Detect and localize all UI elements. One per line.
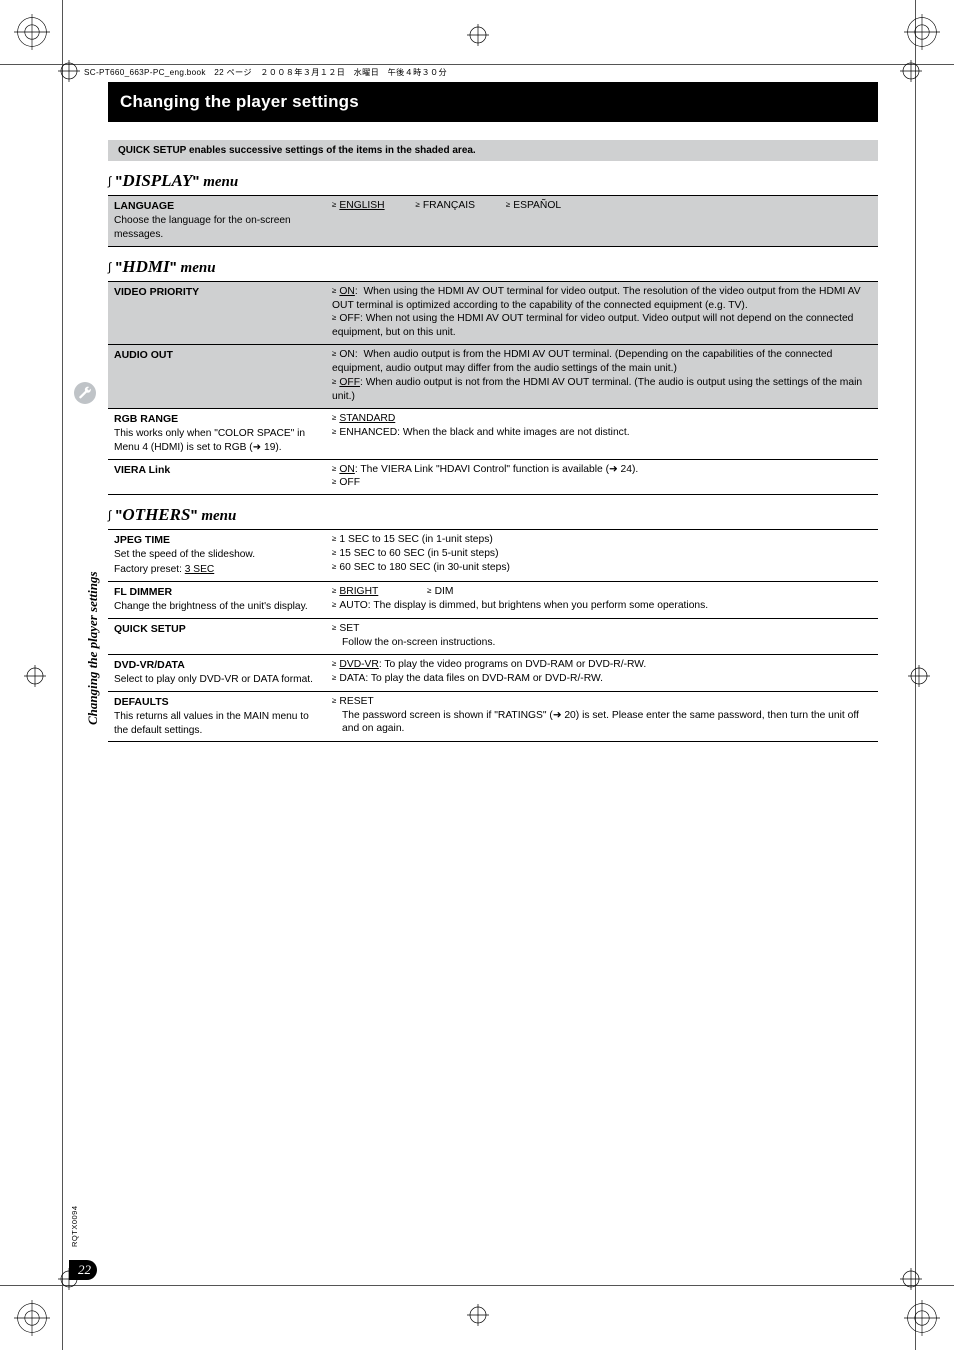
option: 60 SEC to 180 SEC (in 30-unit steps) (339, 562, 510, 573)
table-row: LANGUAGE Choose the language for the on-… (108, 196, 878, 247)
note: Follow the on-screen instructions. (332, 636, 872, 650)
option: 1 SEC to 15 SEC (in 1-unit steps) (339, 534, 492, 545)
table-row: DEFAULTS This returns all values in the … (108, 691, 878, 742)
others-menu-table: JPEG TIME Set the speed of the slideshow… (108, 529, 878, 742)
cross-mark (467, 1304, 489, 1326)
off-text: When not using the HDMI AV OUT terminal … (332, 313, 853, 338)
option-english: ENGLISH (339, 200, 384, 211)
row-desc: Set the speed of the slideshow. (114, 548, 320, 562)
table-row: VIDEO PRIORITY ≥ON: When using the HDMI … (108, 281, 878, 345)
off-label: OFF (339, 477, 360, 488)
header-filename-text: SC-PT660_663P-PC_eng.book 22 ページ ２００８年３月… (84, 68, 447, 77)
hdmi-menu-table: VIDEO PRIORITY ≥ON: When using the HDMI … (108, 281, 878, 496)
row-title: VIERA Link (114, 463, 320, 477)
option-dvdvr: DVD-VR (339, 659, 378, 670)
row-desc: Select to play only DVD-VR or DATA forma… (114, 673, 320, 687)
header-filename: SC-PT660_663P-PC_eng.book 22 ページ ２００８年３月… (74, 63, 954, 81)
section-suffix: menu (198, 508, 237, 524)
table-row: QUICK SETUP ≥SET Follow the on-screen in… (108, 618, 878, 654)
option-francais: FRANÇAIS (423, 200, 475, 211)
wrench-icon (74, 382, 96, 404)
on-label: ON (339, 349, 354, 360)
table-row: JPEG TIME Set the speed of the slideshow… (108, 530, 878, 582)
table-row: AUDIO OUT ≥ON: When audio output is from… (108, 345, 878, 409)
cross-mark (908, 665, 930, 687)
table-row: VIERA Link ≥ON: The VIERA Link "HDAVI Co… (108, 459, 878, 495)
side-section-label: Changing the player settings (85, 572, 101, 726)
section-heading-hdmi: ∫"HDMI" menu (108, 257, 878, 277)
option-standard: STANDARD (339, 413, 395, 424)
option-enhanced: ENHANCED: When the black and white image… (339, 427, 629, 438)
row-title: RGB RANGE (114, 412, 320, 426)
option-dim: DIM (435, 586, 454, 597)
setup-notice: QUICK SETUP enables successive settings … (108, 140, 878, 161)
registration-mark-bottom-left (14, 1300, 50, 1336)
option: 15 SEC to 60 SEC (in 5-unit steps) (339, 548, 498, 559)
table-row: FL DIMMER Change the brightness of the u… (108, 582, 878, 619)
option-set: SET (339, 623, 359, 634)
section-name: HDMI (122, 257, 169, 276)
page-title: Changing the player settings (108, 82, 878, 122)
section-name: OTHERS (122, 505, 190, 524)
option-reset: RESET (339, 696, 373, 707)
row-title: QUICK SETUP (114, 622, 320, 636)
row-desc: This returns all values in the MAIN menu… (114, 710, 320, 738)
on-text: The VIERA Link "HDAVI Control" function … (360, 464, 638, 475)
row-title: AUDIO OUT (114, 348, 320, 362)
row-desc: Factory preset: 3 SEC (114, 563, 320, 577)
section-suffix: menu (199, 174, 238, 190)
off-label: OFF (339, 377, 360, 388)
cross-mark (24, 665, 46, 687)
on-label: ON (339, 286, 354, 297)
on-label: ON (339, 464, 354, 475)
row-title: DVD-VR/DATA (114, 658, 320, 672)
registration-mark-top-right (904, 14, 940, 50)
row-title: DEFAULTS (114, 695, 320, 709)
cross-mark (467, 24, 489, 46)
registration-mark-bottom-right (904, 1300, 940, 1336)
note: The password screen is shown if "RATINGS… (332, 709, 872, 737)
row-title: JPEG TIME (114, 533, 320, 547)
cross-mark (900, 1268, 922, 1290)
off-text: When audio output is not from the HDMI A… (332, 377, 862, 402)
section-heading-display: ∫"DISPLAY" menu (108, 171, 878, 191)
row-desc: This works only when "COLOR SPACE" in Me… (114, 427, 320, 455)
on-text: When audio output is from the HDMI AV OU… (332, 349, 832, 374)
option-espanol: ESPAÑOL (513, 200, 561, 211)
off-label: OFF (339, 313, 360, 324)
section-heading-others: ∫"OTHERS" menu (108, 505, 878, 525)
row-title: VIDEO PRIORITY (114, 285, 320, 299)
crop-line-left (62, 0, 63, 1350)
table-row: RGB RANGE This works only when "COLOR SP… (108, 408, 878, 459)
display-menu-table: LANGUAGE Choose the language for the on-… (108, 195, 878, 247)
doc-code: RQTX0094 (70, 1205, 79, 1247)
option-data: DATA: To play the data files on DVD-RAM … (339, 673, 603, 684)
registration-mark-top-left (14, 14, 50, 50)
section-name: DISPLAY (122, 171, 192, 190)
page-number: 22 (69, 1260, 97, 1280)
section-suffix: menu (177, 260, 216, 276)
option-auto: AUTO: The display is dimmed, but brighte… (339, 600, 708, 611)
row-desc: Change the brightness of the unit's disp… (114, 600, 320, 614)
crop-line-bottom (0, 1285, 954, 1286)
row-desc: Choose the language for the on-screen me… (114, 214, 320, 242)
option-bright: BRIGHT (339, 586, 378, 597)
row-title: LANGUAGE (114, 199, 320, 213)
on-text: When using the HDMI AV OUT terminal for … (332, 286, 861, 311)
row-title: FL DIMMER (114, 585, 320, 599)
table-row: DVD-VR/DATA Select to play only DVD-VR o… (108, 654, 878, 691)
